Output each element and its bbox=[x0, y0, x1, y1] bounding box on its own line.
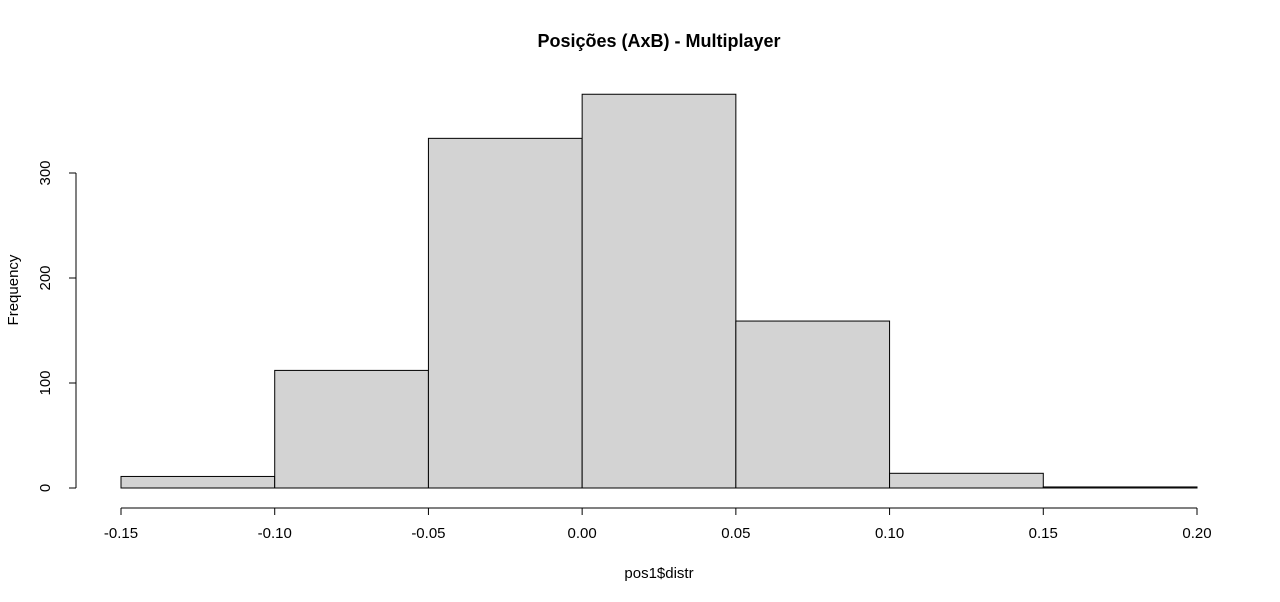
histogram-bar bbox=[1042, 486, 1198, 489]
histogram-bar bbox=[735, 320, 891, 489]
x-tick-label: -0.15 bbox=[104, 525, 138, 542]
x-tick-label: 0.00 bbox=[568, 525, 597, 542]
x-axis: -0.15 -0.10 -0.05 0.00 0.05 0.10 0.15 0.20 bbox=[104, 507, 1212, 542]
y-tick-label: 0 bbox=[37, 484, 54, 492]
chart-title: Posições (AxB) - Multiplayer bbox=[537, 31, 780, 51]
bars-group bbox=[120, 93, 1198, 489]
y-axis: 0 100 200 300 bbox=[37, 160, 77, 492]
x-tick-label: 0.05 bbox=[721, 525, 750, 542]
y-tick-label: 300 bbox=[37, 160, 54, 185]
y-tick-label: 100 bbox=[37, 370, 54, 395]
x-tick-label: -0.10 bbox=[258, 525, 292, 542]
histogram-bar bbox=[581, 93, 737, 489]
x-tick-label: 0.10 bbox=[875, 525, 904, 542]
histogram-bar bbox=[427, 137, 583, 489]
histogram-bar bbox=[120, 475, 276, 489]
x-tick-label: -0.05 bbox=[411, 525, 445, 542]
x-tick-label: 0.15 bbox=[1029, 525, 1058, 542]
x-tick-label: 0.20 bbox=[1182, 525, 1211, 542]
y-axis-label: Frequency bbox=[5, 254, 22, 325]
y-tick-label: 200 bbox=[37, 265, 54, 290]
histogram-bar bbox=[274, 369, 429, 489]
x-axis-label: pos1$distr bbox=[624, 565, 693, 582]
histogram-bar bbox=[889, 472, 1044, 489]
